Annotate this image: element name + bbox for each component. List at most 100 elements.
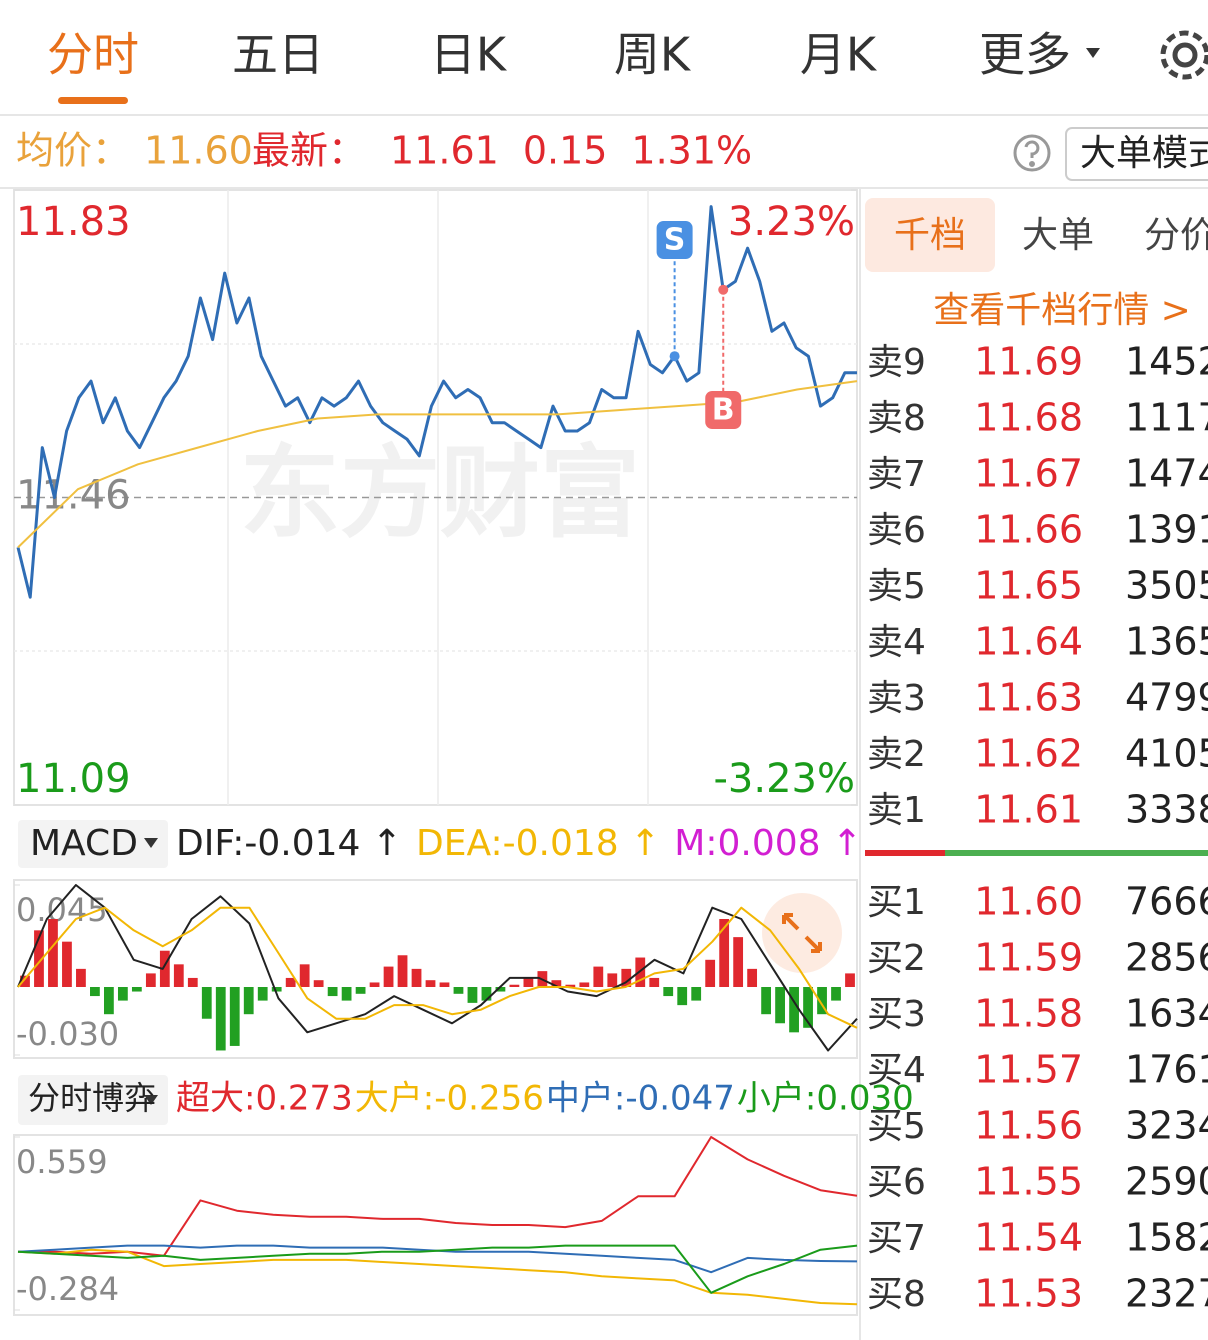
macd-bar [817,987,827,1015]
flow-value: 中户:-0.047 [546,1079,735,1119]
macd-bar [76,968,86,987]
tab[interactable]: 更多 [979,28,1071,82]
book-label: 买5 [867,1106,926,1147]
macd-value: M:0.008 ↑ [674,823,862,864]
active-book-tab[interactable] [865,198,995,272]
mode-button[interactable] [1065,127,1208,181]
help-icon[interactable] [1013,134,1051,172]
series-line [17,1248,858,1306]
book-label: 买3 [867,994,926,1035]
flow-value: 大户:-0.256 [355,1079,544,1119]
flow-value: 超大:0.273 [176,1079,353,1119]
flow-menu-label[interactable]: 分时博弈 [28,1079,156,1117]
macd-bar [439,982,450,987]
trade-label: S [664,223,686,258]
book-volume: 2327 [1125,1272,1208,1316]
macd-bar [495,987,506,992]
book-volume: 4799 [1125,676,1208,720]
tab[interactable]: 周K [614,28,692,82]
book-label: 卖1 [867,790,926,831]
macd-bar [20,975,30,987]
macd-bar [271,987,282,992]
tab[interactable]: 月K [800,28,878,82]
book-tab[interactable]: 千档 [894,215,966,256]
macd-bar [481,987,492,1001]
macd-bar [803,987,813,1028]
macd-bar [467,987,478,1003]
y2-tick-label: 3.23% [728,199,855,245]
macd-bar [187,977,198,987]
flow-menu-arrow [144,1095,158,1105]
book-label: 买8 [867,1274,926,1315]
book-volume: 1474 [1125,452,1208,496]
book-label: 卖5 [867,566,926,607]
book-link[interactable]: 查看千档行情 > [933,290,1191,331]
y-tick-label: -0.284 [16,1270,119,1308]
y-tick-label: 11.09 [16,756,131,802]
book-price: 11.64 [974,620,1083,664]
book-price: 11.66 [974,508,1083,552]
macd-menu[interactable] [18,820,168,868]
tab[interactable]: 分时 [47,28,139,82]
settings-icon[interactable] [1160,30,1208,80]
macd-bar [523,977,534,987]
series-line [18,1136,858,1257]
book-volume: 3505 [1125,564,1208,608]
book-tab[interactable]: 分价 [1144,215,1208,256]
book-label: 买6 [867,1162,926,1203]
macd-bar [145,973,156,987]
change-pct: 1.31% [631,129,752,173]
avg-label: 均价： [16,129,130,173]
book-tab[interactable]: 大单 [1022,215,1094,256]
book-label: 卖6 [867,510,926,551]
y-tick-label: -0.030 [16,1015,119,1053]
y-tick-label: 0.045 [16,891,108,929]
last-price: 11.61 [390,129,499,173]
macd-bar [383,966,394,987]
book-volume: 1391 [1125,508,1208,552]
series-line [17,884,858,1052]
book-label: 买2 [867,938,926,979]
book-volume: 1634 [1125,992,1208,1036]
trade-label: B [712,393,735,428]
macd-bar [775,987,785,1024]
macd-bar [411,968,422,987]
macd-bar [173,964,184,987]
macd-bar [691,987,702,1001]
macd-bar [761,987,772,1015]
macd-menu-arrow [144,838,158,848]
mode-button-label[interactable]: 大单模式 [1080,133,1208,174]
macd-bar [453,987,464,994]
book-price: 11.61 [974,788,1083,832]
macd-bar [649,977,660,987]
book-price: 11.55 [974,1160,1083,1204]
book-volume: 1582 [1125,1216,1208,1260]
book-volume: 7666 [1125,880,1208,924]
macd-bar [677,987,688,1006]
flow-menu[interactable] [18,1075,168,1125]
expand-button[interactable] [762,893,842,973]
flow-value: 小户:0.030 [737,1079,914,1119]
trade-badge [705,391,742,429]
change: 0.15 [523,129,608,173]
macd-bar [229,987,240,1046]
macd-bar [663,987,674,997]
book-price: 11.54 [974,1216,1083,1260]
macd-menu-label[interactable]: MACD [30,823,138,864]
book-volume: 1452 [1125,340,1208,384]
book-label: 买1 [867,882,926,923]
tab[interactable]: 日K [430,28,508,82]
macd-bar [607,973,618,987]
book-label: 卖9 [867,342,926,383]
tab[interactable]: 五日 [232,28,324,82]
macd-bar [341,987,352,1001]
book-price: 11.69 [974,340,1083,384]
book-volume: 2856 [1125,936,1208,980]
book-price: 11.58 [974,992,1083,1036]
macd-bar [313,980,324,987]
price-grid [14,190,857,805]
book-price: 11.62 [974,732,1083,776]
y-tick-label: 0.559 [16,1143,108,1181]
macd-bar [90,987,100,997]
